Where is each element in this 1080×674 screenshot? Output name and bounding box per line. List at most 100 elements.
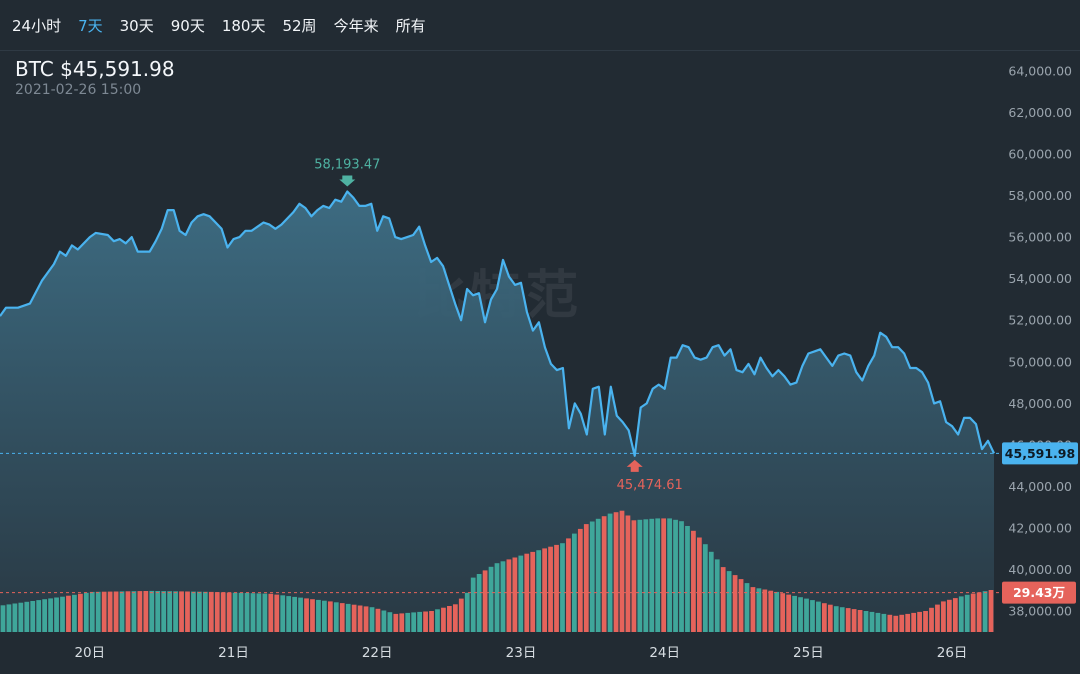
volume-bar <box>572 533 577 632</box>
volume-bar <box>756 588 762 632</box>
volume-bar <box>30 601 36 632</box>
volume-bar <box>262 593 268 632</box>
volume-bar <box>185 591 190 632</box>
volume-bar <box>774 591 780 632</box>
x-tick-label: 20日 <box>74 645 105 661</box>
volume-bar <box>48 598 53 632</box>
volume-bar <box>905 613 911 632</box>
volume-bar <box>708 551 714 632</box>
volume-bar <box>679 521 684 632</box>
volume-bar <box>387 612 393 632</box>
volume-bar <box>214 592 220 632</box>
volume-bar <box>125 591 131 632</box>
y-tick-label: 38,000.00 <box>1008 604 1072 619</box>
volume-bar <box>238 592 244 632</box>
y-tick-label: 48,000.00 <box>1008 396 1072 411</box>
high-price-label: 58,193.47 <box>314 157 380 172</box>
y-tick-label: 62,000.00 <box>1008 105 1072 120</box>
x-tick-label: 24日 <box>649 645 680 661</box>
volume-bar <box>762 589 768 632</box>
volume-bar <box>566 538 571 632</box>
tab-4[interactable]: 180天 <box>221 16 266 35</box>
volume-bar <box>423 611 428 632</box>
volume-bar <box>613 512 619 632</box>
volume-bar <box>512 557 518 632</box>
volume-bar <box>339 603 345 632</box>
y-tick-label: 56,000.00 <box>1008 230 1072 245</box>
volume-bar <box>399 613 405 632</box>
volume-bar <box>316 599 321 632</box>
volume-bar <box>649 518 655 632</box>
volume-bar <box>256 593 262 632</box>
volume-bar <box>881 613 887 632</box>
volume-bar <box>173 591 178 632</box>
volume-bar <box>732 575 738 632</box>
volume-bar <box>970 593 976 632</box>
current-price-tag <box>1002 442 1078 465</box>
volume-bar <box>417 611 422 632</box>
volume-bar <box>54 597 59 632</box>
current-price-label: 45,591.98 <box>1005 446 1075 461</box>
volume-bar <box>768 590 774 632</box>
volume-bar <box>470 577 476 632</box>
volume-bar <box>357 605 363 632</box>
volume-bar <box>530 551 536 632</box>
volume-bar <box>119 591 125 632</box>
volume-bar <box>792 595 797 632</box>
tab-6[interactable]: 今年来 <box>333 16 379 35</box>
volume-bar <box>12 603 18 632</box>
volume-bar <box>982 591 988 632</box>
volume-bar <box>810 600 815 632</box>
tab-5[interactable]: 52周 <box>282 16 317 35</box>
volume-bar <box>131 591 137 632</box>
volume-bar <box>619 510 625 632</box>
tab-0[interactable]: 24小时 <box>12 16 62 35</box>
volume-bar <box>72 594 77 632</box>
volume-bar <box>560 543 565 632</box>
volume-bar <box>946 599 952 632</box>
volume-bar <box>935 604 940 632</box>
volume-bar <box>631 520 637 632</box>
tab-3[interactable]: 90天 <box>170 16 205 35</box>
volume-bar <box>476 574 482 632</box>
price-title: BTC $45,591.98 <box>15 57 175 81</box>
price-area <box>0 191 994 632</box>
volume-bar <box>0 605 6 632</box>
volume-label: 29.43万 <box>1013 585 1065 600</box>
x-tick-label: 25日 <box>793 645 824 661</box>
volume-bar <box>625 515 631 632</box>
volume-bar <box>536 550 542 632</box>
volume-bar <box>363 606 369 632</box>
volume-bar <box>292 596 297 632</box>
volume-bar <box>655 518 661 632</box>
volume-bar <box>673 519 678 632</box>
volume-bar <box>524 553 530 632</box>
volume-bar <box>839 607 845 632</box>
price-line <box>0 190 995 457</box>
volume-bar <box>583 524 589 632</box>
tab-2[interactable]: 30天 <box>119 16 154 35</box>
volume-bar <box>268 593 274 632</box>
volume-bar <box>244 593 250 632</box>
tab-7[interactable]: 所有 <box>395 16 426 35</box>
volume-bar <box>857 610 863 632</box>
volume-bar <box>851 609 857 632</box>
volume-bar <box>595 518 601 632</box>
volume-bar <box>452 604 458 632</box>
volume-bar <box>750 587 756 632</box>
tab-1[interactable]: 7天 <box>78 16 103 35</box>
volume-bar <box>869 611 875 632</box>
y-tick-label: 44,000.00 <box>1008 479 1072 494</box>
volume-bar <box>441 607 446 632</box>
volume-bar <box>893 615 899 632</box>
volume-bar <box>393 613 399 632</box>
volume-bar <box>821 603 827 632</box>
volume-bar <box>375 608 381 632</box>
price-timestamp: 2021-02-26 15:00 <box>15 82 142 98</box>
volume-bar <box>77 593 83 632</box>
volume-bar <box>929 607 934 632</box>
volume-bar <box>607 513 613 632</box>
volume-bar <box>411 612 417 632</box>
volume-bar <box>500 561 506 632</box>
